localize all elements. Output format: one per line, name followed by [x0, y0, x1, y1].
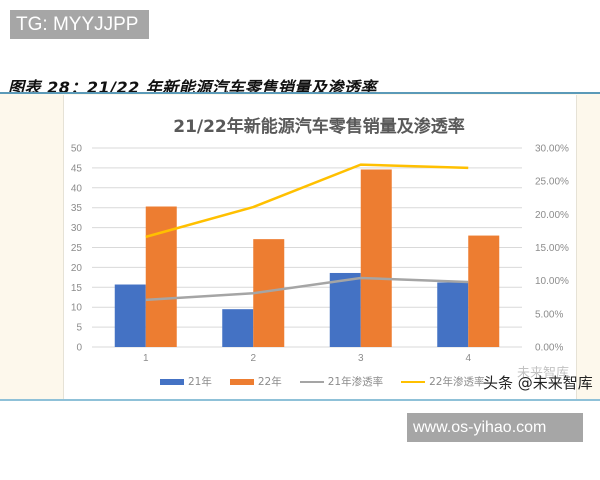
legend-swatch-line	[299, 380, 324, 383]
line-21年渗透率	[145, 276, 469, 302]
legend-label: 21年渗透率	[327, 376, 384, 388]
y-tick-label: 40	[71, 183, 83, 194]
bar-22年	[468, 235, 500, 347]
watermark-faint: 未来智库	[517, 366, 570, 381]
y-tick-label: 25	[71, 243, 83, 254]
y2-tick-label: 5.00%	[535, 309, 563, 320]
chart-legend: 21年 22年 21年渗透率 22年渗透率	[160, 374, 485, 389]
x-tick-label: 4	[465, 353, 471, 364]
legend-swatch-bar	[229, 378, 254, 385]
y-tick-label: 20	[71, 263, 83, 274]
y2-tick-label: 20.00%	[535, 210, 569, 221]
y-tick-label: 45	[71, 163, 83, 174]
y-tick-label: 0	[76, 343, 82, 354]
legend-item-22-rate: 22年渗透率	[401, 374, 485, 389]
y-tick-label: 5	[76, 323, 82, 334]
y2-tick-label: 15.00%	[535, 243, 569, 254]
y-axis-left-ticks: 0 5 10 15 20 25 30 35 40 45 50	[71, 144, 83, 354]
x-tick-label: 1	[143, 353, 149, 364]
lines	[145, 163, 469, 302]
bar-21年	[222, 309, 254, 347]
bars	[114, 169, 500, 347]
y2-tick-label: 30.00%	[535, 144, 569, 155]
y-tick-label: 35	[71, 203, 83, 214]
y2-tick-label: 10.00%	[535, 276, 569, 287]
legend-item-21: 21年	[160, 374, 212, 389]
bar-21年	[329, 272, 361, 347]
watermark: 头条 @未来智库	[483, 374, 593, 392]
x-tick-label: 2	[250, 353, 256, 364]
y-tick-label: 10	[71, 303, 83, 314]
y-tick-label: 15	[71, 283, 83, 294]
bar-21年	[114, 284, 146, 347]
legend-item-21-rate: 21年渗透率	[299, 374, 384, 389]
y-tick-label: 50	[71, 144, 83, 155]
tg-badge: TG: MYYJJPP	[10, 10, 149, 39]
y-tick-label: 30	[71, 223, 83, 234]
x-axis-ticks: 1 2 3 4	[143, 353, 472, 364]
y2-tick-label: 0.00%	[535, 343, 563, 354]
y2-tick-label: 25.00%	[535, 177, 569, 188]
line-22年渗透率	[145, 163, 469, 239]
legend-label: 22年渗透率	[429, 376, 485, 388]
bar-22年	[360, 169, 392, 347]
y-axis-right-ticks: 0.00% 5.00% 10.00% 15.00% 20.00% 25.00% 30.00%	[535, 144, 569, 354]
legend-swatch-line	[401, 380, 426, 383]
url-badge: www.os-yihao.com	[407, 413, 583, 442]
legend-label: 22年	[257, 376, 282, 388]
legend-label: 21年	[188, 376, 212, 388]
chart-title: 21/22年新能源汽车零售销量及渗透率	[173, 117, 465, 137]
legend-item-22: 22年	[229, 374, 282, 389]
legend-swatch-bar	[160, 378, 184, 385]
bar-22年	[145, 206, 177, 347]
bar-21年	[437, 282, 469, 347]
x-tick-label: 3	[358, 353, 364, 364]
